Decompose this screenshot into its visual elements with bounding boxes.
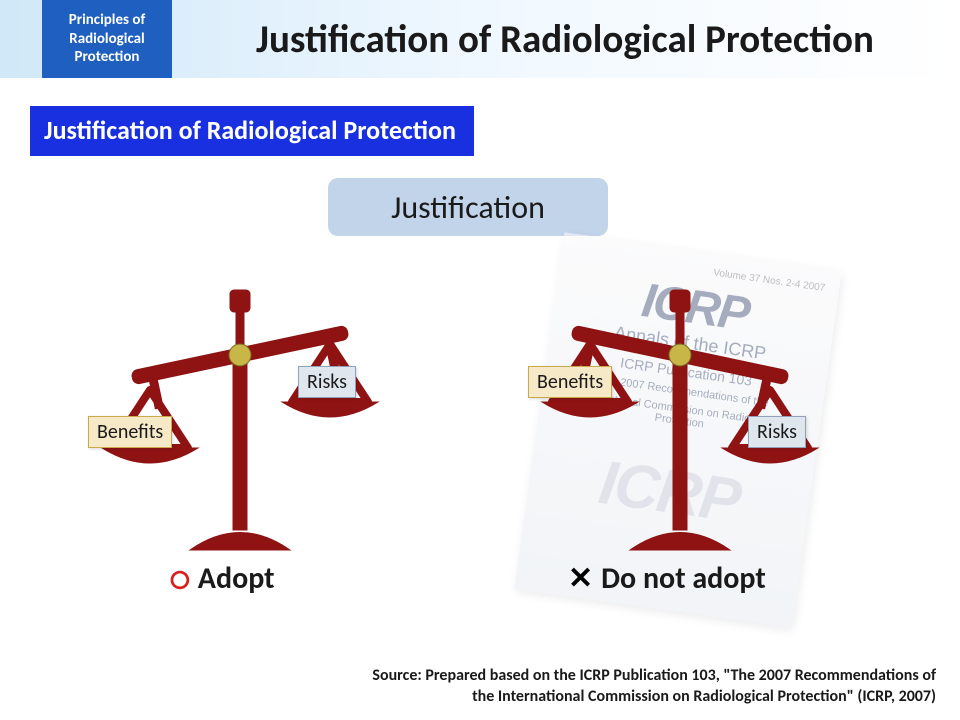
justification-pill: Justification (328, 178, 608, 236)
category-line1: Principles of (69, 11, 145, 29)
cross-icon: ✕ (568, 564, 593, 594)
chip-benefits-right: Benefits (528, 366, 612, 398)
scale-right-icon (530, 260, 830, 560)
chip-benefits-left: Benefits (88, 416, 172, 448)
source-citation: Source: Prepared based on the ICRP Publi… (356, 666, 936, 708)
category-badge: Principles of Radiological Protection (42, 0, 172, 78)
scale-left-icon (90, 260, 390, 560)
page-title: Justification of Radiological Protection (180, 0, 950, 78)
verdict-left-text: Adopt (198, 560, 275, 597)
category-line3: Protection (75, 48, 140, 66)
verdict-left: ○ Adopt (170, 560, 275, 597)
chip-risks-right: Risks (748, 416, 806, 448)
header-bar: Principles of Radiological Protection Ju… (0, 0, 960, 78)
chip-risks-left: Risks (298, 366, 356, 398)
subtitle-bar: Justification of Radiological Protection (30, 106, 474, 156)
category-line2: Radiological (69, 30, 144, 48)
verdict-right-text: Do not adopt (601, 560, 766, 597)
diagram-stage: Volume 37 Nos. 2-4 2007 ICRP Annals of t… (0, 250, 960, 650)
circle-icon: ○ (170, 561, 190, 597)
verdict-right: ✕ Do not adopt (568, 560, 766, 597)
